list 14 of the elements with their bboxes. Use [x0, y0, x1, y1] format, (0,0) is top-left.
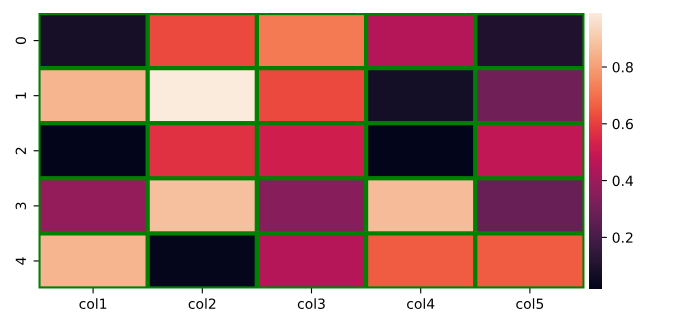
y-tick-label: 2 — [16, 148, 26, 154]
x-tick-label: col1 — [79, 298, 106, 309]
y-tick-label: 4 — [16, 257, 26, 265]
y-tick-label: 0 — [16, 37, 26, 44]
color-bar-label: 0.2 — [612, 232, 632, 243]
x-tick-label: col3 — [298, 298, 325, 309]
x-tick-label: col4 — [407, 298, 434, 309]
color-bar-label: 0.4 — [612, 176, 634, 186]
y-tick-label: 1 — [16, 92, 26, 99]
y-tick-label: 3 — [16, 202, 26, 210]
x-tick-label: col5 — [516, 298, 544, 309]
color-bar-label: 0.8 — [612, 62, 633, 72]
x-tick-label: col2 — [188, 298, 216, 309]
color-bar-label: 0.6 — [612, 118, 633, 130]
